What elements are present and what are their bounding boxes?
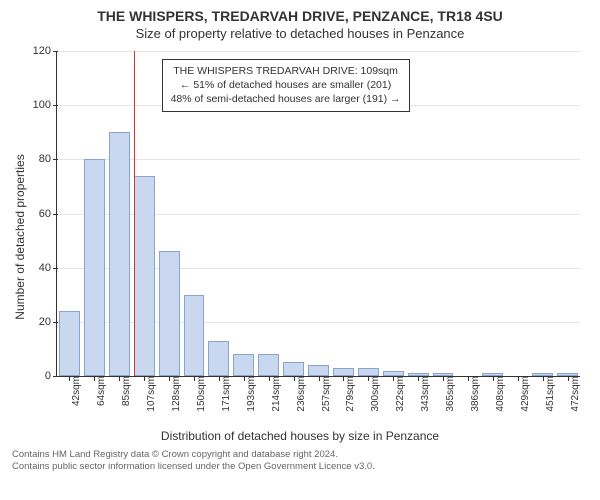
bar-slot: 386sqm xyxy=(456,51,481,376)
bar xyxy=(184,295,205,376)
bar xyxy=(283,362,304,376)
y-tick-label: 120 xyxy=(33,45,57,57)
x-tick-label: 214sqm xyxy=(265,376,282,412)
x-tick-label: 42sqm xyxy=(65,376,82,406)
x-tick-label: 193sqm xyxy=(240,376,257,412)
footer-line1: Contains HM Land Registry data © Crown c… xyxy=(12,449,588,461)
y-axis-label: Number of detached properties xyxy=(13,154,27,319)
x-tick-label: 365sqm xyxy=(439,376,456,412)
bar xyxy=(258,354,279,376)
chart-area: Number of detached properties 42sqm64sqm… xyxy=(12,47,588,427)
x-tick-label: 322sqm xyxy=(389,376,406,412)
x-tick-label: 472sqm xyxy=(564,376,581,412)
bar xyxy=(358,368,379,376)
x-tick-label: 343sqm xyxy=(414,376,431,412)
reference-line xyxy=(134,51,135,376)
x-tick-label: 171sqm xyxy=(215,376,232,412)
bar xyxy=(134,176,155,376)
plot-region: 42sqm64sqm85sqm107sqm128sqm150sqm171sqm1… xyxy=(56,51,580,377)
bar-slot: 42sqm xyxy=(57,51,82,376)
x-tick-label: 128sqm xyxy=(165,376,182,412)
y-tick-label: 60 xyxy=(39,208,57,220)
x-tick-label: 279sqm xyxy=(339,376,356,412)
annotation-line2: ← 51% of detached houses are smaller (20… xyxy=(171,78,401,92)
bar-slot: 64sqm xyxy=(82,51,107,376)
chart-container: THE WHISPERS, TREDARVAH DRIVE, PENZANCE,… xyxy=(0,0,600,500)
bar-slot: 107sqm xyxy=(132,51,157,376)
chart-subtitle: Size of property relative to detached ho… xyxy=(12,26,588,41)
y-tick-label: 20 xyxy=(39,316,57,328)
y-tick-label: 40 xyxy=(39,262,57,274)
x-tick-label: 386sqm xyxy=(464,376,481,412)
bar-slot: 472sqm xyxy=(555,51,580,376)
x-tick-label: 451sqm xyxy=(539,376,556,412)
bar xyxy=(109,132,130,376)
bar-slot: 85sqm xyxy=(107,51,132,376)
bar xyxy=(208,341,229,376)
chart-title: THE WHISPERS, TREDARVAH DRIVE, PENZANCE,… xyxy=(12,8,588,24)
bar xyxy=(333,368,354,376)
bar xyxy=(233,354,254,376)
x-tick-label: 300sqm xyxy=(364,376,381,412)
annotation-box: THE WHISPERS TREDARVAH DRIVE: 109sqm ← 5… xyxy=(162,59,410,112)
x-tick-label: 107sqm xyxy=(140,376,157,412)
x-axis-title: Distribution of detached houses by size … xyxy=(12,429,588,443)
x-tick-label: 408sqm xyxy=(489,376,506,412)
x-tick-label: 429sqm xyxy=(514,376,531,412)
x-tick-label: 150sqm xyxy=(190,376,207,412)
bar xyxy=(59,311,80,376)
y-tick-label: 0 xyxy=(45,370,57,382)
annotation-line3: 48% of semi-detached houses are larger (… xyxy=(171,92,401,106)
bar xyxy=(84,159,105,376)
y-tick-label: 100 xyxy=(33,99,57,111)
footer: Contains HM Land Registry data © Crown c… xyxy=(12,449,588,474)
x-tick-label: 236sqm xyxy=(290,376,307,412)
x-tick-label: 85sqm xyxy=(115,376,132,406)
footer-line2: Contains public sector information licen… xyxy=(12,461,588,473)
bar-slot: 408sqm xyxy=(480,51,505,376)
x-tick-label: 64sqm xyxy=(90,376,107,406)
bar-slot: 451sqm xyxy=(530,51,555,376)
bar-slot: 429sqm xyxy=(505,51,530,376)
bar xyxy=(159,251,180,376)
x-tick-label: 257sqm xyxy=(315,376,332,412)
bar-slot: 365sqm xyxy=(431,51,456,376)
bar xyxy=(308,365,329,376)
y-tick-label: 80 xyxy=(39,153,57,165)
annotation-line1: THE WHISPERS TREDARVAH DRIVE: 109sqm xyxy=(171,64,401,78)
